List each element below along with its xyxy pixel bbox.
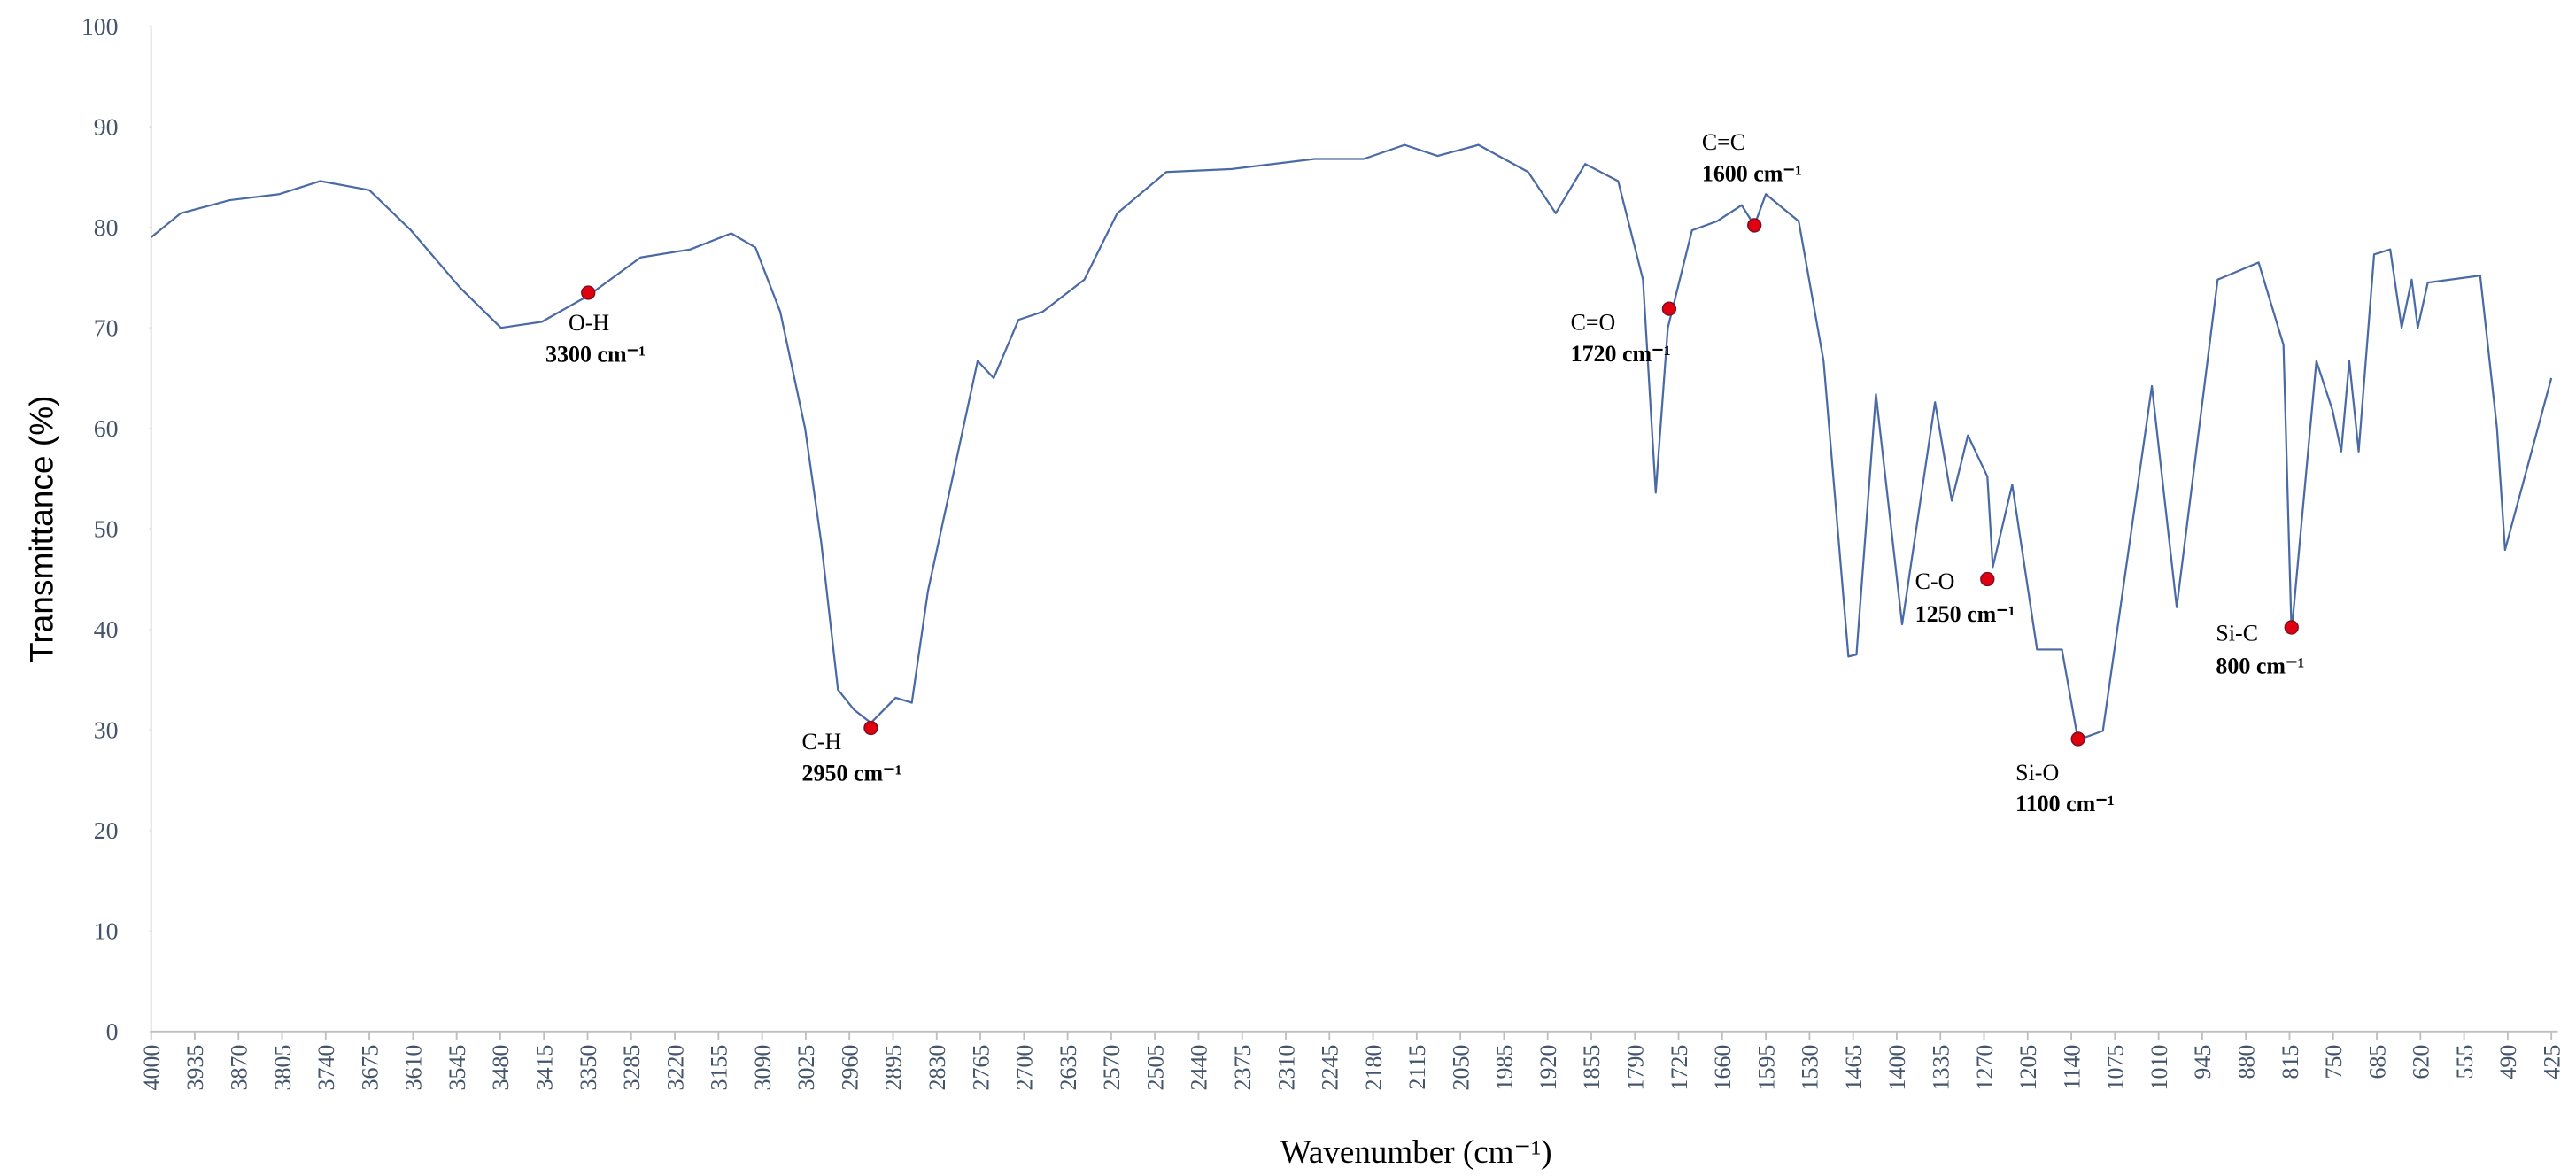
x-tick-label: 3220 <box>662 1045 688 1091</box>
x-tick-label: 425 <box>2539 1045 2564 1079</box>
x-tick-label: 945 <box>2190 1045 2216 1079</box>
annotation-wavenumber: 2950 cm⁻¹ <box>802 760 902 785</box>
x-tick-label: 750 <box>2321 1045 2347 1079</box>
y-tick-label: 40 <box>94 616 119 644</box>
x-tick-label: 3675 <box>357 1045 383 1091</box>
peak-marker <box>2284 620 2299 635</box>
x-tick-label: 620 <box>2409 1045 2434 1079</box>
x-tick-label: 3350 <box>576 1045 601 1091</box>
x-tick-label: 2570 <box>1099 1045 1125 1091</box>
x-tick-label: 2895 <box>881 1045 907 1091</box>
x-tick-label: 1205 <box>2015 1045 2041 1091</box>
y-tick-label: 10 <box>94 918 119 946</box>
annotation-label: C=C <box>1702 129 1745 155</box>
x-tick-label: 1660 <box>1710 1045 1736 1091</box>
x-tick-label: 1270 <box>1972 1045 1998 1091</box>
x-tick-label: 3415 <box>531 1045 557 1091</box>
x-tick-label: 2440 <box>1187 1045 1212 1091</box>
x-tick-label: 3805 <box>270 1045 296 1091</box>
annotation-label: O-H <box>569 310 609 336</box>
x-tick-label: 3025 <box>793 1045 819 1091</box>
x-tick-label: 2635 <box>1056 1045 1081 1091</box>
peak-marker <box>863 720 878 736</box>
y-tick-label: 20 <box>94 817 119 845</box>
annotation-label: Si-C <box>2216 620 2258 646</box>
x-tick-label: 815 <box>2278 1045 2303 1079</box>
y-tick-label: 0 <box>106 1018 119 1046</box>
x-tick-label: 555 <box>2452 1045 2478 1079</box>
x-tick-label: 2310 <box>1273 1045 1299 1091</box>
x-tick-label: 2830 <box>924 1045 950 1091</box>
x-tick-label: 1985 <box>1492 1045 1518 1091</box>
x-tick-label: 3545 <box>445 1045 470 1091</box>
y-tick-label: 90 <box>94 113 119 141</box>
x-tick-label: 1725 <box>1667 1045 1692 1091</box>
y-tick-label: 100 <box>81 13 119 41</box>
x-tick-label: 2505 <box>1142 1045 1168 1091</box>
annotation-wavenumber: 1250 cm⁻¹ <box>1915 601 2015 627</box>
y-tick-label: 60 <box>94 415 119 443</box>
annotation-wavenumber: 3300 cm⁻¹ <box>545 341 646 367</box>
x-tick-label: 1465 <box>1841 1045 1867 1091</box>
x-tick-label: 685 <box>2364 1045 2390 1079</box>
y-tick-label: 80 <box>94 214 119 242</box>
annotation-label: C=O <box>1571 310 1616 336</box>
y-axis-title: Transmittance (%) <box>22 395 59 662</box>
x-tick-label: 3740 <box>313 1045 339 1091</box>
x-tick-label: 3935 <box>182 1045 208 1091</box>
x-tick-label: 2375 <box>1230 1045 1256 1091</box>
x-tick-label: 1075 <box>2103 1045 2129 1091</box>
peak-marker <box>2070 731 2085 747</box>
y-tick-label: 30 <box>94 717 119 745</box>
x-tick-label: 2050 <box>1448 1045 1474 1091</box>
y-tick-label: 50 <box>94 516 119 544</box>
annotation-label: Si-O <box>2015 760 2059 785</box>
x-tick-label: 1010 <box>2147 1045 2172 1091</box>
annotation-wavenumber: 1720 cm⁻¹ <box>1571 341 1671 367</box>
x-tick-label: 2765 <box>968 1045 994 1091</box>
x-tick-label: 1530 <box>1798 1045 1823 1091</box>
x-tick-label: 2180 <box>1361 1045 1387 1091</box>
x-tick-label: 490 <box>2495 1045 2521 1079</box>
annotation-wavenumber: 800 cm⁻¹ <box>2216 653 2304 678</box>
x-tick-label: 2700 <box>1012 1045 1038 1091</box>
x-tick-label: 1595 <box>1753 1045 1779 1091</box>
peak-marker <box>1980 571 1995 587</box>
x-tick-label: 3090 <box>750 1045 776 1091</box>
y-tick-label: 70 <box>94 314 119 342</box>
x-tick-label: 3480 <box>488 1045 514 1091</box>
x-tick-label: 3610 <box>401 1045 427 1091</box>
x-tick-label: 3870 <box>227 1045 252 1091</box>
x-tick-label: 4000 <box>139 1045 165 1091</box>
x-axis-title: Wavenumber (cm⁻¹) <box>1280 1134 1552 1171</box>
x-tick-label: 2115 <box>1404 1045 1430 1090</box>
spectrum-line <box>150 143 2553 741</box>
x-tick-label: 1140 <box>2059 1045 2085 1090</box>
x-tick-label: 2960 <box>837 1045 863 1091</box>
x-tick-label: 3155 <box>707 1045 732 1091</box>
x-tick-label: 1855 <box>1579 1045 1605 1091</box>
annotation-label: C-H <box>802 729 842 754</box>
x-tick-label: 880 <box>2233 1045 2259 1079</box>
peak-marker <box>1747 218 1762 233</box>
x-tick-label: 3285 <box>619 1045 645 1091</box>
x-tick-label: 1335 <box>1929 1045 1954 1091</box>
annotation-label: C-O <box>1915 569 1955 594</box>
x-tick-label: 1920 <box>1536 1045 1561 1091</box>
peak-marker <box>581 285 596 300</box>
annotation-wavenumber: 1600 cm⁻¹ <box>1702 160 1802 186</box>
peak-marker <box>1661 301 1677 316</box>
annotation-wavenumber: 1100 cm⁻¹ <box>2015 791 2115 816</box>
x-tick-label: 2245 <box>1318 1045 1343 1091</box>
x-tick-label: 1400 <box>1884 1045 1910 1091</box>
x-tick-label: 1790 <box>1623 1045 1649 1091</box>
